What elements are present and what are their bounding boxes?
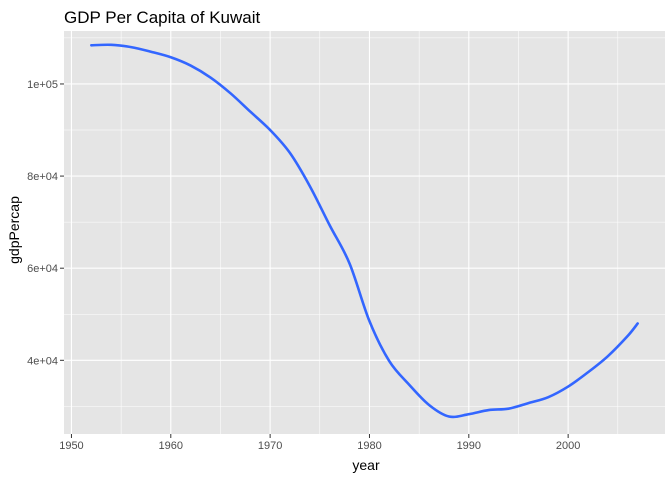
- plot-panel: [64, 31, 665, 434]
- x-tick-label: 1990: [457, 440, 481, 452]
- grid-minor: [64, 31, 665, 434]
- series-line-gdppercap: [90, 43, 639, 419]
- y-tick-label: 6e+04: [27, 263, 58, 275]
- y-tick-label: 4e+04: [27, 355, 58, 367]
- y-tick-label: 8e+04: [27, 171, 58, 183]
- x-tick-label: 1960: [159, 440, 183, 452]
- y-axis-title: gdpPercap: [6, 196, 22, 264]
- chart-title: GDP Per Capita of Kuwait: [64, 8, 260, 27]
- x-tick-label: 2000: [556, 440, 580, 452]
- y-tick-label: 1e+05: [27, 79, 58, 91]
- x-tick-label: 1980: [357, 440, 381, 452]
- x-tick-label: 1970: [258, 440, 282, 452]
- x-axis: 1950 1960 1970 1980 1990 2000: [59, 434, 580, 452]
- x-axis-title: year: [352, 457, 380, 473]
- grid-major: [64, 31, 665, 434]
- x-tick-label: 1950: [59, 440, 83, 452]
- y-axis: 4e+04 6e+04 8e+04 1e+05: [27, 79, 64, 367]
